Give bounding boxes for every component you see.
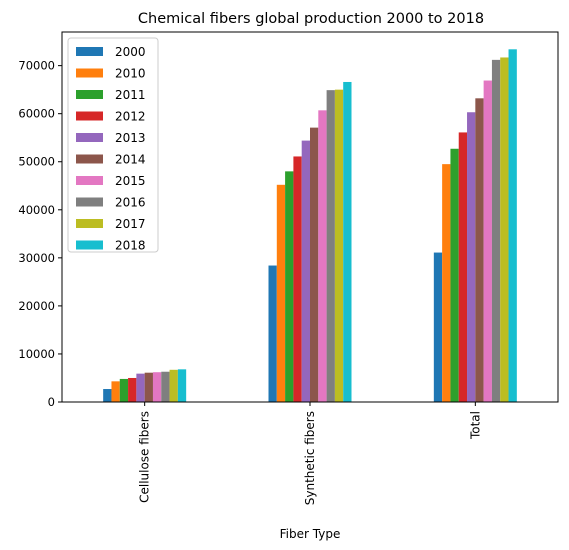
bar-2016-cellulose-fibers [161,371,170,402]
legend-label-2011: 2011 [115,88,146,102]
legend-swatch-2013 [76,133,103,142]
bars-layer [103,49,517,403]
y-axis: 0 10000 20000 30000 40000 50000 60000 70000 [18,59,62,409]
x-tick-label: Total [468,411,482,440]
legend-swatch-2014 [76,154,103,164]
bar-2010-synthetic-fibers [276,184,286,402]
bar-2012-cellulose-fibers [128,377,137,402]
legend-label-2016: 2016 [115,196,146,210]
plot-frame [61,31,559,403]
bar-2016-synthetic-fibers [326,90,335,403]
legend-swatch-2018 [76,240,103,250]
legend-swatch-2000 [76,47,103,56]
bar-2017-total [500,57,509,403]
bar-2010-total [442,164,451,402]
legend-label-2012: 2012 [115,110,146,124]
y-tick-label: 30000 [18,251,55,265]
legend-label-2000: 2000 [115,45,146,59]
legend-swatch-2017 [76,219,103,228]
bar-2012-synthetic-fibers [293,156,302,402]
y-tick-label: 60000 [18,107,55,121]
bar-2014-synthetic-fibers [310,127,319,402]
legend-swatch-2015 [76,176,103,185]
legend-label-2018: 2018 [115,239,146,253]
bar-2011-cellulose-fibers [119,378,129,402]
legend-label-2015: 2015 [115,174,146,188]
bar-2016-total [491,59,501,403]
bar-2012-total [458,132,468,402]
bar-2015-cellulose-fibers [152,372,162,402]
bar-2017-synthetic-fibers [334,89,344,402]
y-tick-label: 70000 [18,59,55,73]
bar-2014-total [475,98,484,402]
bar-2000-total [433,252,443,402]
bar-2018-cellulose-fibers [177,369,187,402]
x-axis-label: Fiber Type [280,527,341,541]
bar-2017-cellulose-fibers [169,369,178,402]
legend-swatch-2010 [76,68,103,78]
bar-2018-synthetic-fibers [343,81,352,402]
chart-title: Chemical fibers global production 2000 t… [138,11,484,27]
bar-2011-synthetic-fibers [285,171,294,402]
bar-2000-cellulose-fibers [103,389,112,402]
legend-label-2017: 2017 [115,217,146,231]
bar-2014-cellulose-fibers [144,372,153,402]
y-tick-label: 10000 [18,347,55,361]
bar-2013-synthetic-fibers [301,140,310,402]
legend-swatch-2012 [76,111,103,121]
y-tick-label: 20000 [18,299,55,313]
bar-2018-total [508,49,517,402]
x-tick-label: Cellulose fibers [138,411,152,503]
bar-2015-total [483,80,492,402]
x-axis: Cellulose fibers Synthetic fibers Total [138,402,482,505]
y-tick-label: 40000 [18,203,55,217]
bar-2000-synthetic-fibers [268,265,277,402]
legend: 2000 2010 2011 2012 2013 2014 2015 2016 2017 2018 [67,37,159,253]
legend-label-2013: 2013 [115,131,146,145]
legend-swatch-2016 [76,197,103,207]
bar-2011-total [450,148,459,402]
legend-label-2014: 2014 [115,153,146,167]
bar-2015-synthetic-fibers [318,110,327,402]
legend-swatch-2011 [76,90,103,99]
bar-2010-cellulose-fibers [111,381,120,402]
bar-2013-total [467,112,476,402]
y-tick-label: 50000 [18,155,55,169]
bar-2013-cellulose-fibers [136,373,145,402]
legend-label-2010: 2010 [115,67,146,81]
y-tick-label: 0 [48,395,55,409]
x-tick-label: Synthetic fibers [303,411,317,505]
